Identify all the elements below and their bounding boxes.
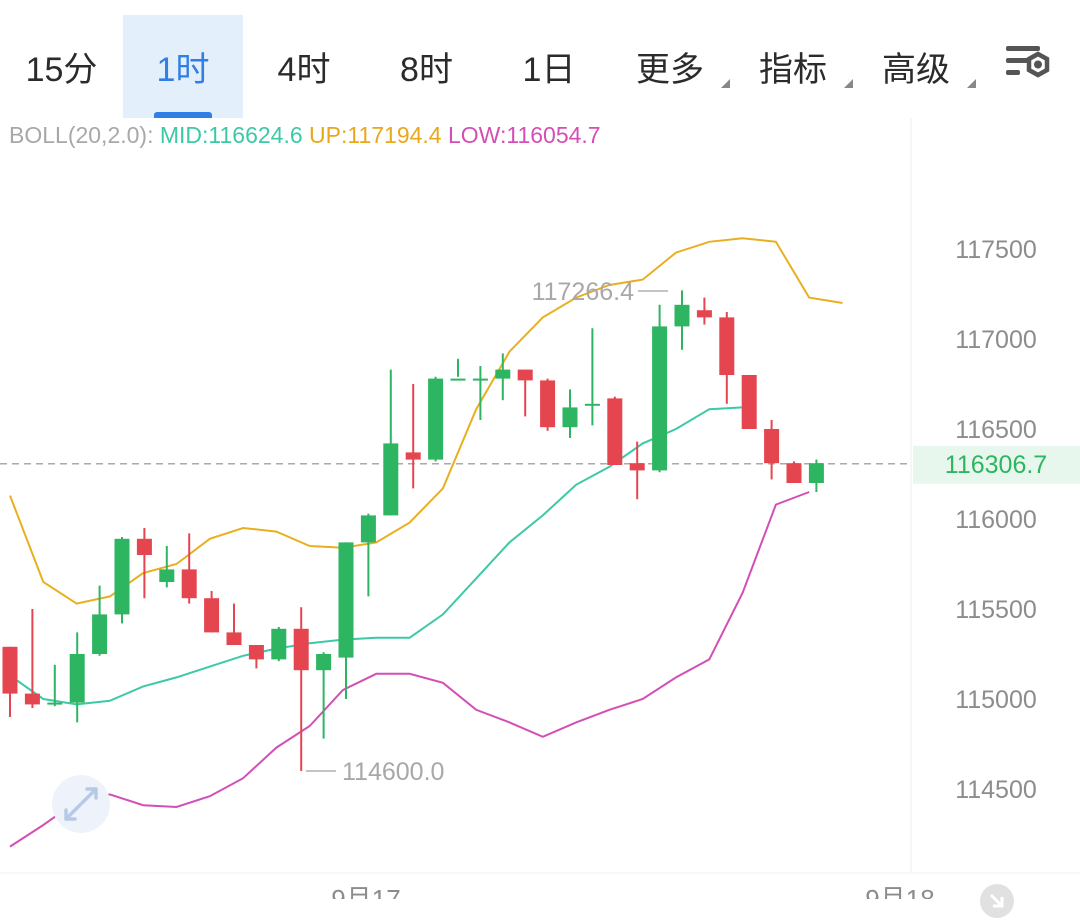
candle-body: [338, 542, 354, 658]
y-tick-label: 115500: [955, 596, 1037, 624]
tab-advanced[interactable]: 高级: [858, 15, 976, 118]
boll-legend-label: BOLL(20,2.0):: [9, 122, 154, 148]
candle-body: [472, 378, 488, 381]
candle-body: [562, 407, 578, 428]
candle-body: [495, 369, 511, 379]
boll-legend: BOLL(20,2.0): MID:116624.6 UP:117194.4 L…: [9, 122, 601, 149]
candle-body: [607, 398, 623, 465]
tab-label: 4时: [277, 51, 331, 89]
chart-settings-icon[interactable]: [1000, 40, 1060, 90]
candle-body: [24, 693, 40, 705]
dropdown-triangle-icon: [721, 79, 730, 88]
dropdown-triangle-icon: [844, 79, 853, 88]
current-price-badge: [913, 445, 1080, 484]
tab-8hour[interactable]: 8时: [365, 15, 488, 118]
boll-low-value: LOW:116054.7: [448, 122, 601, 148]
current-price-label: 116306.7: [945, 451, 1047, 479]
y-tick-label: 116000: [955, 506, 1037, 534]
tab-more[interactable]: 更多: [612, 15, 730, 118]
tab-4hour[interactable]: 4时: [243, 15, 365, 118]
low-annotation-label: 114600.0: [342, 758, 444, 786]
candle-body: [47, 702, 63, 705]
candle-body: [696, 310, 712, 318]
tab-15min[interactable]: 15分: [0, 15, 123, 118]
tab-label: 8时: [400, 51, 453, 89]
candle-body: [405, 452, 421, 460]
candle-body: [159, 569, 175, 582]
tab-1hour[interactable]: 1时: [123, 15, 243, 118]
candle-body: [383, 443, 399, 516]
candle-body: [652, 326, 668, 471]
tab-label: 1时: [156, 51, 210, 89]
y-tick-label: 117500: [955, 236, 1037, 264]
candle-body: [114, 538, 130, 615]
candle-body: [316, 654, 332, 671]
candle-body: [719, 317, 735, 375]
candle-body: [584, 403, 600, 406]
boll-lower-line: [9, 491, 810, 848]
candle-body: [2, 646, 18, 694]
x-axis-label: 9月18: [865, 884, 934, 899]
tab-label: 指标: [759, 51, 827, 89]
y-tick-label: 115000: [955, 686, 1037, 714]
dropdown-triangle-icon: [967, 79, 976, 88]
boll-upper-line: [9, 237, 843, 605]
tab-1day[interactable]: 1日: [488, 15, 610, 118]
y-tick-label: 117000: [955, 326, 1037, 354]
candle-body: [136, 538, 152, 555]
candle-body: [428, 378, 444, 460]
candle-body: [764, 429, 780, 464]
candle-body: [741, 375, 757, 429]
candle-body: [674, 304, 690, 327]
boll-mid-value: MID:116624.6: [159, 122, 303, 148]
candle-body: [808, 463, 824, 483]
tab-indicators[interactable]: 指标: [735, 15, 853, 118]
candle-body: [540, 380, 556, 428]
candle-body: [92, 614, 108, 654]
expand-arrows-icon[interactable]: [52, 775, 110, 833]
candle-body: [226, 632, 242, 645]
high-annotation-label: 117266.4: [532, 278, 635, 306]
candle-body: [786, 463, 802, 483]
active-tab-indicator: [154, 112, 212, 118]
boll-up-value: UP:117194.4: [309, 122, 442, 148]
tab-label: 高级: [882, 51, 950, 89]
candle-body: [629, 463, 645, 471]
candle-body: [293, 628, 309, 671]
candle-body: [69, 654, 85, 703]
candle-body: [450, 378, 466, 381]
candle-body: [181, 569, 197, 599]
candle-body: [517, 369, 533, 381]
y-tick-label: 114500: [955, 776, 1037, 804]
timeframe-tab-bar: 15分 1时 4时 8时 1日 更多 指标 高级: [0, 0, 1080, 118]
tab-label: 15分: [25, 51, 98, 89]
candle-body: [204, 598, 220, 633]
scroll-back-icon[interactable]: [980, 884, 1014, 918]
tab-label: 更多: [636, 51, 704, 89]
tab-label: 1日: [522, 51, 576, 89]
candle-body: [360, 515, 376, 543]
candle-body: [271, 628, 287, 660]
candle-body: [248, 645, 264, 660]
y-tick-label: 116500: [955, 416, 1037, 444]
x-axis-label: 9月17: [331, 884, 400, 899]
candlestick-chart[interactable]: 117500 117000 116500 116000 115500 115000 1145…: [0, 118, 1080, 899]
